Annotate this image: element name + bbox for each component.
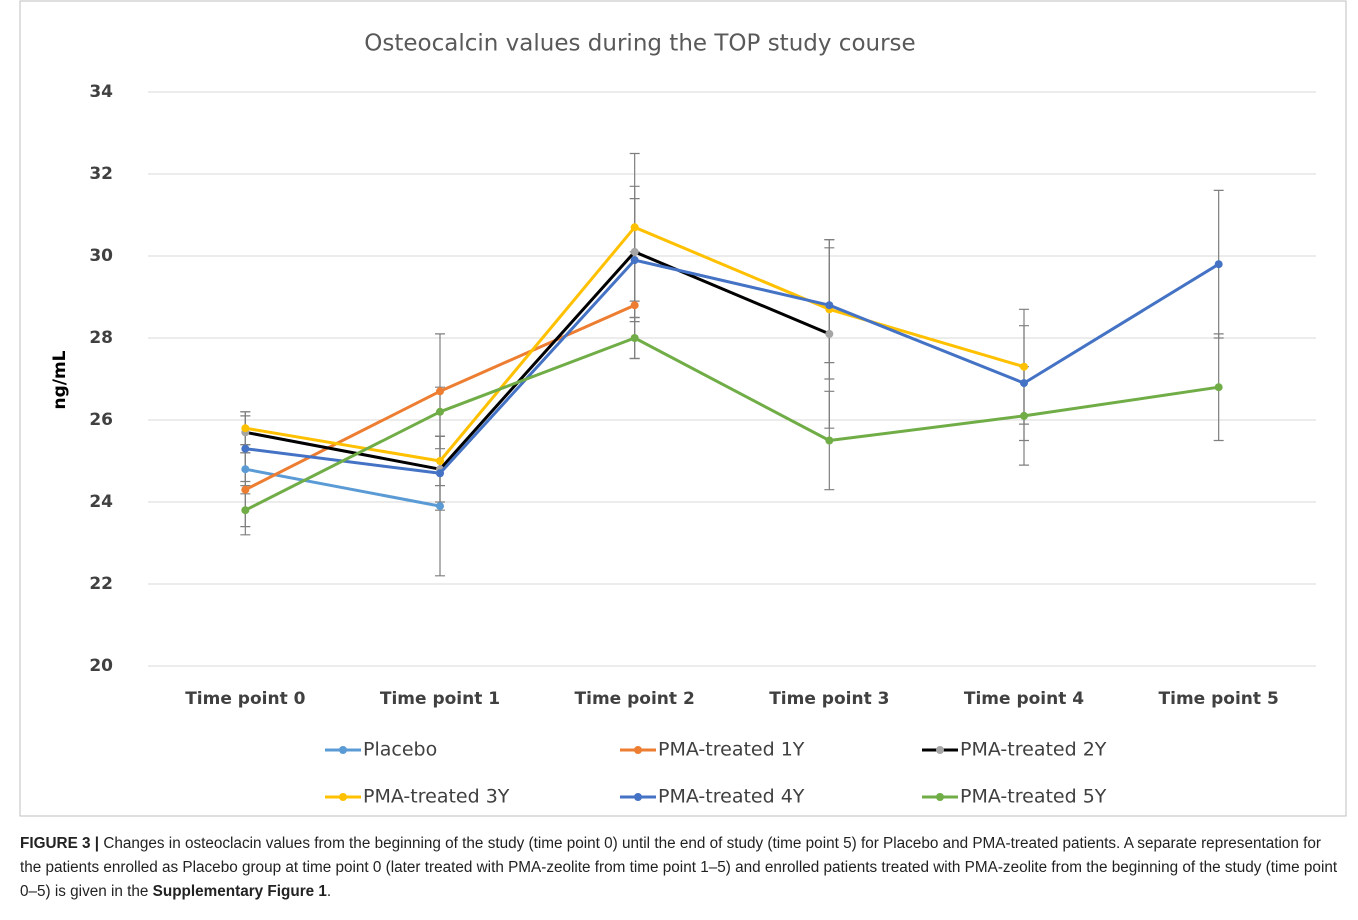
legend-label: PMA-treated 2Y [960,739,1107,761]
legend-label: PMA-treated 1Y [658,739,805,761]
point [825,329,834,338]
x-tick-label: Time point 5 [1159,689,1279,709]
y-tick-label: 32 [89,164,113,184]
y-axis-label: ng/mL [50,350,70,409]
point [241,444,250,453]
series-line [244,336,1219,512]
point [436,457,444,465]
point [1214,260,1223,269]
y-tick-label: 30 [89,246,113,266]
series-line [245,250,830,471]
point [1020,411,1028,420]
chart: Osteocalcin values during the TOP study … [19,0,1347,817]
legend-marker [339,793,347,801]
caption-end: . [326,883,332,900]
y-tick-label: 22 [89,574,113,594]
point [436,407,444,416]
legend-marker [936,746,944,754]
point [1214,383,1223,392]
point [630,334,639,342]
legend-label: PMA-treated 3Y [363,786,510,808]
legend-label: Placebo [363,739,437,761]
legend-label: PMA-treated 5Y [960,786,1107,808]
point [241,424,250,433]
series-line [245,258,1220,475]
point [241,485,250,494]
point [436,502,444,511]
y-tick-label: 28 [89,328,113,348]
x-tick-label: Time point 2 [575,689,695,709]
point [241,465,250,474]
x-tick-label: Time point 4 [964,689,1084,709]
point [436,469,444,478]
point [825,301,834,310]
legend-label: PMA-treated 4Y [658,786,805,808]
point [241,506,250,515]
point [436,387,444,396]
caption-label: FIGURE 3 | [20,835,100,852]
point [825,436,834,445]
y-tick-label: 34 [89,82,113,102]
x-tick-label: Time point 3 [769,689,889,709]
point [630,223,639,232]
chart-frame [19,0,1347,817]
caption: FIGURE 3 | Changes in osteoclacin values… [20,832,1345,904]
x-tick-label: Time point 0 [185,689,305,709]
x-tick-label: Time point 1 [380,689,500,709]
series-line [245,467,441,508]
legend-marker [634,793,642,801]
point [1020,362,1028,371]
caption-text: Changes in osteoclacin values from the b… [20,835,1338,900]
legend-marker [634,746,642,754]
y-tick-label: 20 [89,656,113,676]
chart-title: Osteocalcin values during the TOP study … [364,31,915,57]
legend-marker [339,746,347,754]
point [630,247,639,256]
point [1020,379,1028,388]
legend-marker [936,793,944,801]
caption-link: Supplementary Figure 1 [152,883,327,900]
y-tick-label: 26 [89,410,113,430]
y-tick-label: 24 [89,492,113,512]
point [630,301,639,310]
point [630,256,639,265]
